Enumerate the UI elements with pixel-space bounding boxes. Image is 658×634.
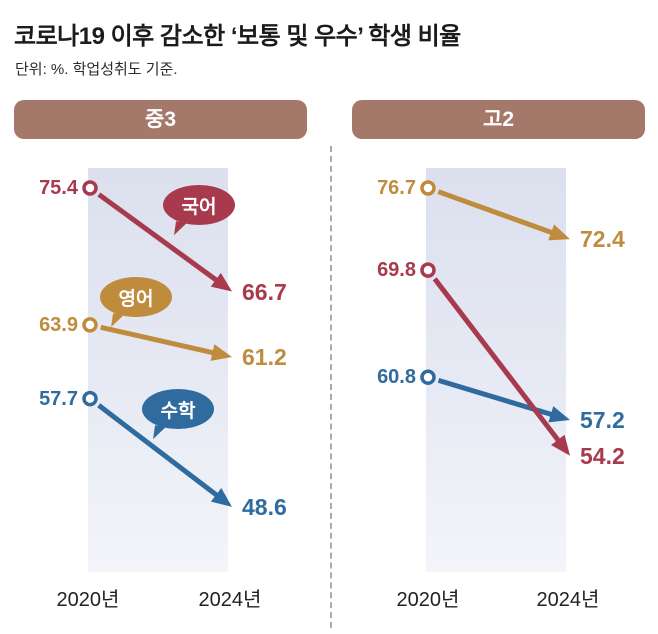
bubble-tail-math [153, 425, 166, 441]
series-bubble-korean: 국어 [163, 185, 235, 237]
series-bubble-korean-label: 국어 [181, 196, 217, 218]
chart-subtitle: 단위: %. 학업성취도 기준. [15, 61, 178, 78]
slope-line-english-jung3 [100, 324, 219, 357]
chart-title: 코로나19 이후 감소한 ‘보통 및 우수’ 학생 비율 [14, 23, 461, 50]
arrow-head-math-go2 [548, 406, 570, 423]
arrow-head-english-go2 [548, 224, 570, 241]
start-dot-english-jung3 [82, 317, 98, 333]
jung3-math-2020-value: 57.7 [39, 387, 78, 410]
jung3-korean-2020-value: 75.4 [39, 177, 78, 199]
start-dot-english-go2 [420, 180, 436, 196]
panel-header-jung3: 중3 [14, 100, 307, 139]
slope-line-english-go2 [437, 189, 558, 237]
x-label-2024-go2: 2024년 [536, 589, 600, 611]
start-dot-math-go2 [420, 369, 436, 385]
jung3-english-2020-value: 63.9 [39, 313, 78, 336]
go2-math-2024-value: 57.2 [580, 407, 625, 434]
start-dot-korean-go2 [420, 262, 436, 278]
jung3-korean-2024-value: 66.7 [242, 278, 287, 305]
go2-english-2020-value: 76.7 [377, 177, 416, 199]
go2-english-2024-value: 72.4 [580, 226, 625, 253]
panel-header-go2: 고2 [352, 100, 645, 139]
start-dot-math-jung3 [82, 390, 98, 407]
arrow-head-korean-go2 [551, 434, 570, 456]
series-bubble-english-label: 영어 [118, 288, 154, 310]
series-bubble-math: 수학 [142, 389, 214, 441]
go2-korean-2020-value: 69.8 [377, 259, 416, 282]
x-label-2020-go2: 2020년 [396, 589, 460, 611]
x-label-2024-jung3: 2024년 [198, 589, 262, 611]
slope-line-math-go2 [437, 378, 558, 419]
jung3-english-2024-value: 61.2 [242, 343, 287, 370]
slope-line-math-jung3 [97, 403, 223, 501]
bubble-tail-korean [174, 221, 187, 237]
go2-math-2020-value: 60.8 [377, 366, 416, 389]
gradient-band-go2 [426, 168, 566, 572]
start-dot-korean-jung3 [82, 180, 98, 196]
arrow-head-korean-jung3 [210, 272, 232, 292]
slope-line-korean-jung3 [97, 192, 223, 286]
bubble-tail-english [111, 313, 124, 329]
series-bubble-english: 영어 [100, 277, 172, 329]
slope-line-korean-go2 [432, 277, 564, 447]
series-bubble-math-label: 수학 [160, 400, 196, 422]
jung3-math-2024-value: 48.6 [242, 493, 287, 520]
panel-divider-dashed [330, 146, 332, 628]
arrow-head-english-jung3 [210, 344, 232, 361]
go2-korean-2024-value: 54.2 [580, 442, 625, 469]
x-label-2020-jung3: 2020년 [56, 589, 120, 611]
arrow-head-math-jung3 [210, 488, 232, 507]
